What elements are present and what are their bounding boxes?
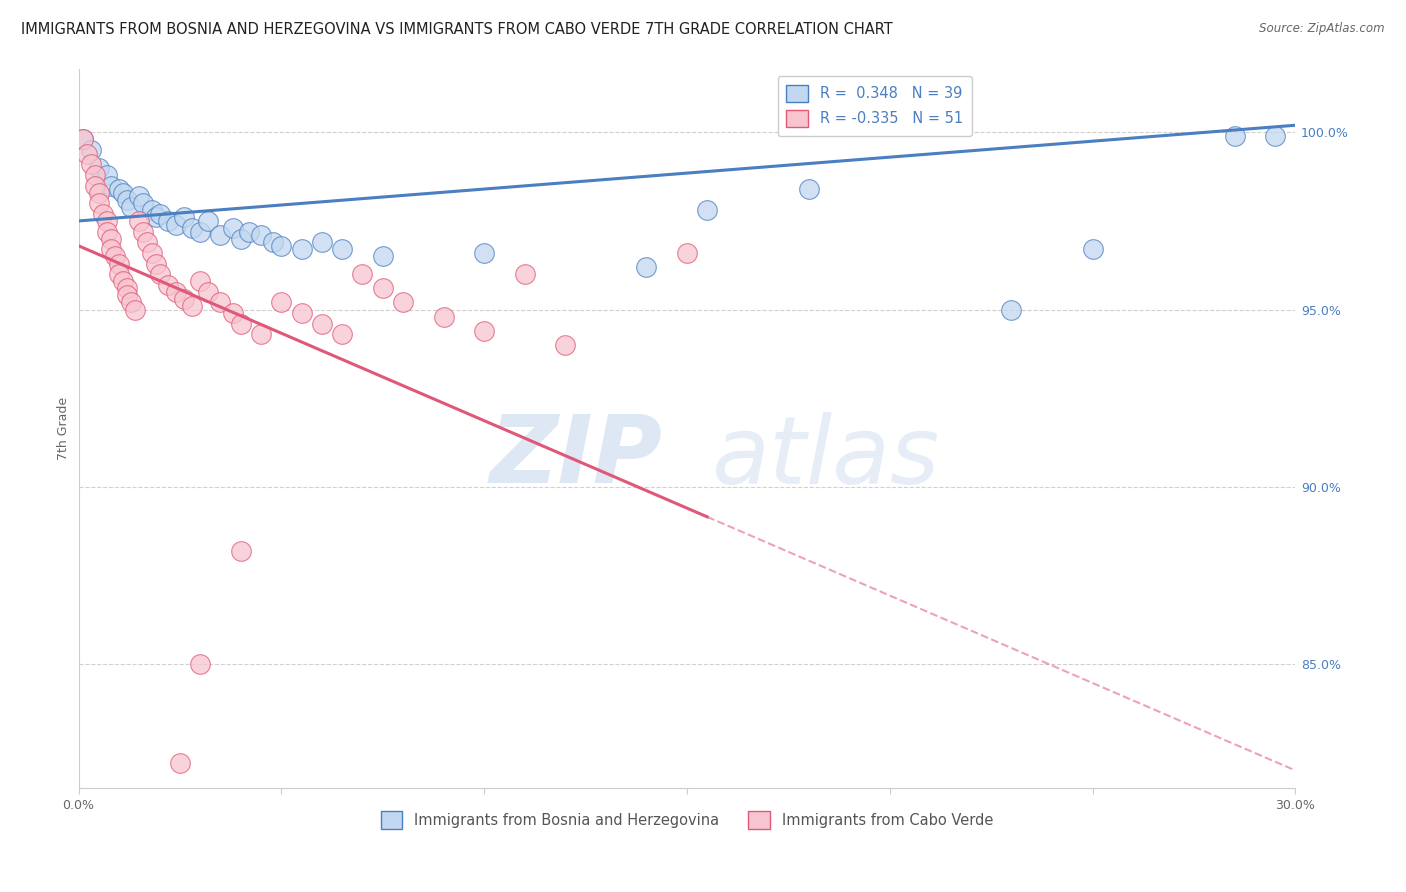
Point	[115, 193, 138, 207]
Point	[696, 203, 718, 218]
Point	[270, 295, 292, 310]
Point	[636, 260, 658, 274]
Point	[96, 168, 118, 182]
Point	[124, 302, 146, 317]
Point	[472, 324, 495, 338]
Point	[128, 189, 150, 203]
Point	[371, 281, 394, 295]
Point	[209, 295, 232, 310]
Point	[432, 310, 454, 324]
Point	[115, 288, 138, 302]
Point	[472, 245, 495, 260]
Point	[197, 285, 219, 299]
Point	[229, 317, 252, 331]
Text: ZIP: ZIP	[489, 411, 662, 503]
Point	[156, 214, 179, 228]
Point	[262, 235, 284, 250]
Point	[250, 327, 273, 342]
Point	[311, 317, 333, 331]
Point	[100, 178, 122, 193]
Text: Source: ZipAtlas.com: Source: ZipAtlas.com	[1260, 22, 1385, 36]
Point	[173, 292, 195, 306]
Point	[209, 228, 232, 243]
Point	[72, 132, 94, 146]
Point	[181, 299, 204, 313]
Point	[108, 267, 131, 281]
Point	[87, 161, 110, 175]
Point	[100, 232, 122, 246]
Point	[330, 243, 353, 257]
Point	[554, 338, 576, 352]
Point	[120, 295, 142, 310]
Point	[145, 211, 167, 225]
Point	[76, 146, 98, 161]
Point	[96, 225, 118, 239]
Point	[165, 285, 187, 299]
Point	[169, 756, 191, 771]
Point	[173, 211, 195, 225]
Point	[229, 543, 252, 558]
Point	[291, 306, 314, 320]
Point	[108, 256, 131, 270]
Point	[136, 235, 159, 250]
Point	[197, 214, 219, 228]
Point	[291, 243, 314, 257]
Point	[188, 274, 211, 288]
Point	[181, 221, 204, 235]
Point	[513, 267, 536, 281]
Point	[165, 218, 187, 232]
Point	[188, 225, 211, 239]
Point	[238, 225, 260, 239]
Point	[100, 243, 122, 257]
Point	[229, 232, 252, 246]
Point	[87, 196, 110, 211]
Point	[108, 182, 131, 196]
Point	[132, 196, 155, 211]
Point	[112, 274, 135, 288]
Point	[91, 207, 114, 221]
Point	[221, 306, 243, 320]
Point	[141, 245, 163, 260]
Point	[352, 267, 374, 281]
Point	[392, 295, 415, 310]
Point	[79, 143, 101, 157]
Point	[149, 207, 172, 221]
Point	[676, 245, 699, 260]
Text: IMMIGRANTS FROM BOSNIA AND HERZEGOVINA VS IMMIGRANTS FROM CABO VERDE 7TH GRADE C: IMMIGRANTS FROM BOSNIA AND HERZEGOVINA V…	[21, 22, 893, 37]
Point	[1000, 302, 1022, 317]
Point	[221, 221, 243, 235]
Point	[83, 168, 105, 182]
Point	[188, 657, 211, 672]
Point	[270, 239, 292, 253]
Point	[250, 228, 273, 243]
Point	[330, 327, 353, 342]
Point	[311, 235, 333, 250]
Point	[371, 249, 394, 263]
Point	[145, 256, 167, 270]
Point	[96, 214, 118, 228]
Point	[120, 200, 142, 214]
Point	[132, 225, 155, 239]
Point	[156, 277, 179, 292]
Text: atlas: atlas	[711, 411, 939, 502]
Point	[87, 186, 110, 200]
Point	[1264, 128, 1286, 143]
Point	[72, 132, 94, 146]
Point	[1223, 128, 1246, 143]
Point	[104, 249, 127, 263]
Point	[797, 182, 820, 196]
Point	[79, 157, 101, 171]
Point	[115, 281, 138, 295]
Point	[83, 178, 105, 193]
Legend: Immigrants from Bosnia and Herzegovina, Immigrants from Cabo Verde: Immigrants from Bosnia and Herzegovina, …	[375, 805, 1000, 835]
Y-axis label: 7th Grade: 7th Grade	[58, 397, 70, 460]
Point	[141, 203, 163, 218]
Point	[149, 267, 172, 281]
Point	[128, 214, 150, 228]
Point	[112, 186, 135, 200]
Point	[1081, 243, 1104, 257]
